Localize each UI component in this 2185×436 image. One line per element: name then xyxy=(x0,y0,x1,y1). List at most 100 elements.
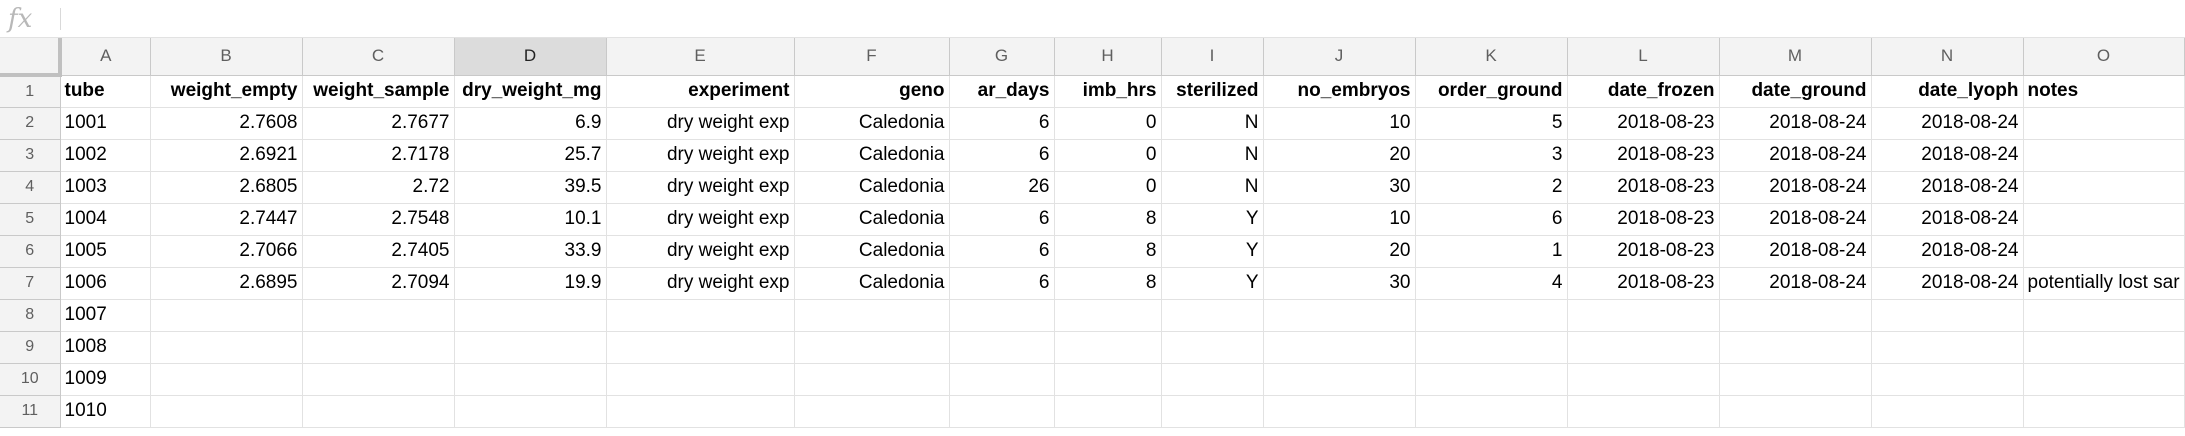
cell-e2[interactable]: dry weight exp xyxy=(606,107,795,140)
cell-o9[interactable] xyxy=(2023,331,2185,364)
cell-l8[interactable] xyxy=(1567,299,1720,332)
cell-a4[interactable]: 1003 xyxy=(60,171,151,204)
cell-l1[interactable]: date_frozen xyxy=(1567,75,1720,108)
cell-a1[interactable]: tube xyxy=(60,75,151,108)
cell-l5[interactable]: 2018-08-23 xyxy=(1567,203,1720,236)
cell-k5[interactable]: 6 xyxy=(1415,203,1568,236)
cell-c11[interactable] xyxy=(302,395,455,428)
cell-n10[interactable] xyxy=(1871,363,2024,396)
column-header-d[interactable]: D xyxy=(454,38,607,76)
cell-h11[interactable] xyxy=(1054,395,1162,428)
cell-l11[interactable] xyxy=(1567,395,1720,428)
cell-l7[interactable]: 2018-08-23 xyxy=(1567,267,1720,300)
cell-a9[interactable]: 1008 xyxy=(60,331,151,364)
cell-k8[interactable] xyxy=(1415,299,1568,332)
row-header[interactable]: 6 xyxy=(0,235,61,268)
cell-h3[interactable]: 0 xyxy=(1054,139,1162,172)
cell-e5[interactable]: dry weight exp xyxy=(606,203,795,236)
cell-k1[interactable]: order_ground xyxy=(1415,75,1568,108)
cell-n8[interactable] xyxy=(1871,299,2024,332)
cell-m7[interactable]: 2018-08-24 xyxy=(1719,267,1872,300)
row-header[interactable]: 7 xyxy=(0,267,61,300)
cell-o8[interactable] xyxy=(2023,299,2185,332)
row-header[interactable]: 8 xyxy=(0,299,61,332)
cell-b10[interactable] xyxy=(150,363,303,396)
cell-l2[interactable]: 2018-08-23 xyxy=(1567,107,1720,140)
cell-g11[interactable] xyxy=(949,395,1055,428)
row-header[interactable]: 2 xyxy=(0,107,61,140)
cell-d2[interactable]: 6.9 xyxy=(454,107,607,140)
column-header-i[interactable]: I xyxy=(1161,38,1264,76)
column-header-a[interactable]: A xyxy=(60,38,151,76)
cell-j10[interactable] xyxy=(1263,363,1416,396)
column-header-e[interactable]: E xyxy=(606,38,795,76)
cell-e4[interactable]: dry weight exp xyxy=(606,171,795,204)
cell-m10[interactable] xyxy=(1719,363,1872,396)
cell-b2[interactable]: 2.7608 xyxy=(150,107,303,140)
cell-f3[interactable]: Caledonia xyxy=(794,139,950,172)
column-header-n[interactable]: N xyxy=(1871,38,2024,76)
cell-n2[interactable]: 2018-08-24 xyxy=(1871,107,2024,140)
cell-n5[interactable]: 2018-08-24 xyxy=(1871,203,2024,236)
cell-c4[interactable]: 2.72 xyxy=(302,171,455,204)
cell-d3[interactable]: 25.7 xyxy=(454,139,607,172)
cell-g7[interactable]: 6 xyxy=(949,267,1055,300)
cell-i10[interactable] xyxy=(1161,363,1264,396)
cell-h6[interactable]: 8 xyxy=(1054,235,1162,268)
cell-n9[interactable] xyxy=(1871,331,2024,364)
cell-d11[interactable] xyxy=(454,395,607,428)
cell-k11[interactable] xyxy=(1415,395,1568,428)
row-header[interactable]: 5 xyxy=(0,203,61,236)
cell-a7[interactable]: 1006 xyxy=(60,267,151,300)
cell-m6[interactable]: 2018-08-24 xyxy=(1719,235,1872,268)
cell-b6[interactable]: 2.7066 xyxy=(150,235,303,268)
cell-o4[interactable] xyxy=(2023,171,2185,204)
cell-b11[interactable] xyxy=(150,395,303,428)
cell-h9[interactable] xyxy=(1054,331,1162,364)
cell-m5[interactable]: 2018-08-24 xyxy=(1719,203,1872,236)
cell-l9[interactable] xyxy=(1567,331,1720,364)
cell-b4[interactable]: 2.6805 xyxy=(150,171,303,204)
cell-i1[interactable]: sterilized xyxy=(1161,75,1264,108)
cell-n6[interactable]: 2018-08-24 xyxy=(1871,235,2024,268)
cell-j7[interactable]: 30 xyxy=(1263,267,1416,300)
cell-a2[interactable]: 1001 xyxy=(60,107,151,140)
cell-g2[interactable]: 6 xyxy=(949,107,1055,140)
cell-o1[interactable]: notes xyxy=(2023,75,2185,108)
cell-g10[interactable] xyxy=(949,363,1055,396)
cell-e10[interactable] xyxy=(606,363,795,396)
cell-c9[interactable] xyxy=(302,331,455,364)
cell-l10[interactable] xyxy=(1567,363,1720,396)
cell-o5[interactable] xyxy=(2023,203,2185,236)
column-header-g[interactable]: G xyxy=(949,38,1055,76)
cell-f6[interactable]: Caledonia xyxy=(794,235,950,268)
cell-k2[interactable]: 5 xyxy=(1415,107,1568,140)
cell-d8[interactable] xyxy=(454,299,607,332)
cell-i8[interactable] xyxy=(1161,299,1264,332)
cell-h4[interactable]: 0 xyxy=(1054,171,1162,204)
cell-m2[interactable]: 2018-08-24 xyxy=(1719,107,1872,140)
cell-m8[interactable] xyxy=(1719,299,1872,332)
cell-h2[interactable]: 0 xyxy=(1054,107,1162,140)
cell-b1[interactable]: weight_empty xyxy=(150,75,303,108)
cell-m3[interactable]: 2018-08-24 xyxy=(1719,139,1872,172)
cell-c10[interactable] xyxy=(302,363,455,396)
cell-b9[interactable] xyxy=(150,331,303,364)
select-all-corner[interactable] xyxy=(0,38,62,77)
cell-f1[interactable]: geno xyxy=(794,75,950,108)
cell-j6[interactable]: 20 xyxy=(1263,235,1416,268)
cell-i11[interactable] xyxy=(1161,395,1264,428)
cell-k4[interactable]: 2 xyxy=(1415,171,1568,204)
cell-k3[interactable]: 3 xyxy=(1415,139,1568,172)
cell-e7[interactable]: dry weight exp xyxy=(606,267,795,300)
cell-e1[interactable]: experiment xyxy=(606,75,795,108)
cell-c2[interactable]: 2.7677 xyxy=(302,107,455,140)
cell-f7[interactable]: Caledonia xyxy=(794,267,950,300)
cell-h8[interactable] xyxy=(1054,299,1162,332)
column-header-b[interactable]: B xyxy=(150,38,303,76)
cell-n7[interactable]: 2018-08-24 xyxy=(1871,267,2024,300)
cell-e8[interactable] xyxy=(606,299,795,332)
cell-g5[interactable]: 6 xyxy=(949,203,1055,236)
cell-h5[interactable]: 8 xyxy=(1054,203,1162,236)
cell-o2[interactable] xyxy=(2023,107,2185,140)
